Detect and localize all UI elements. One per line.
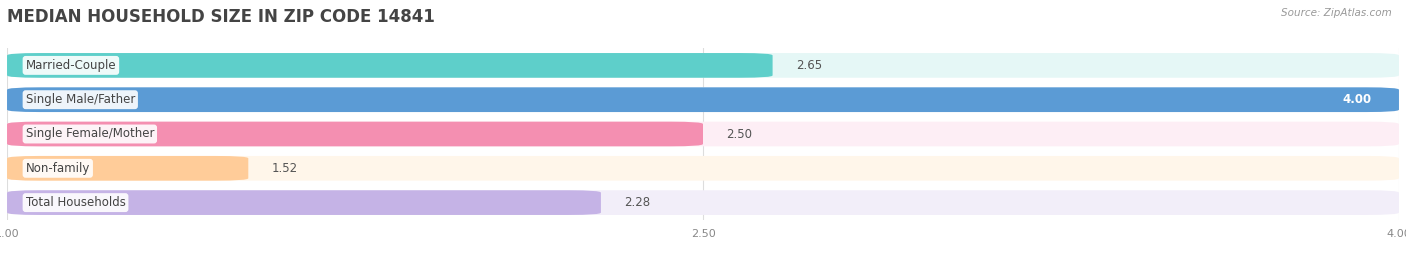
FancyBboxPatch shape [7,87,1399,112]
Text: Total Households: Total Households [25,196,125,209]
Text: 1.52: 1.52 [271,162,298,175]
Text: Single Male/Father: Single Male/Father [25,93,135,106]
FancyBboxPatch shape [7,190,600,215]
Text: 2.65: 2.65 [796,59,823,72]
Text: Non-family: Non-family [25,162,90,175]
Text: Married-Couple: Married-Couple [25,59,117,72]
Text: 2.28: 2.28 [624,196,650,209]
FancyBboxPatch shape [7,87,1399,112]
Text: MEDIAN HOUSEHOLD SIZE IN ZIP CODE 14841: MEDIAN HOUSEHOLD SIZE IN ZIP CODE 14841 [7,8,434,26]
Text: Source: ZipAtlas.com: Source: ZipAtlas.com [1281,8,1392,18]
FancyBboxPatch shape [7,156,249,181]
FancyBboxPatch shape [7,53,773,78]
Text: 2.50: 2.50 [725,128,752,140]
FancyBboxPatch shape [7,122,1399,146]
Text: Single Female/Mother: Single Female/Mother [25,128,155,140]
Text: 4.00: 4.00 [1341,93,1371,106]
FancyBboxPatch shape [7,190,1399,215]
FancyBboxPatch shape [7,122,703,146]
FancyBboxPatch shape [7,156,1399,181]
FancyBboxPatch shape [7,53,1399,78]
